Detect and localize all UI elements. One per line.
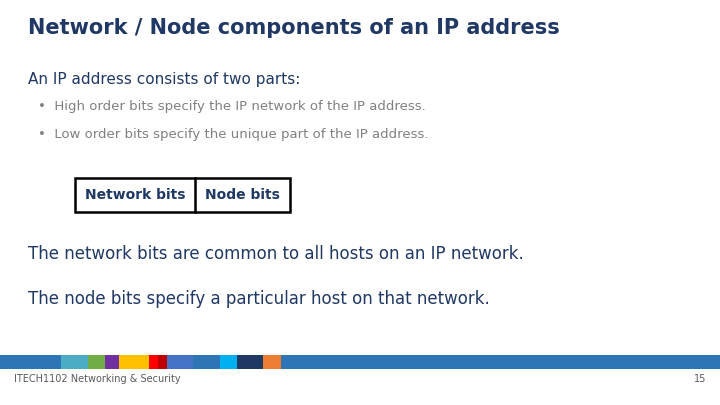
Bar bbox=[35, 355, 61, 369]
Bar bbox=[264, 355, 281, 369]
Text: An IP address consists of two parts:: An IP address consists of two parts: bbox=[28, 72, 300, 87]
Bar bbox=[88, 355, 105, 369]
Bar bbox=[0, 355, 35, 369]
Bar bbox=[237, 355, 264, 369]
Text: ITECH1102 Networking & Security: ITECH1102 Networking & Security bbox=[14, 374, 181, 384]
Text: 15: 15 bbox=[693, 374, 706, 384]
Bar bbox=[105, 355, 119, 369]
Bar bbox=[220, 355, 237, 369]
Text: The node bits specify a particular host on that network.: The node bits specify a particular host … bbox=[28, 290, 490, 308]
Text: •  Low order bits specify the unique part of the IP address.: • Low order bits specify the unique part… bbox=[38, 128, 428, 141]
Text: Node bits: Node bits bbox=[205, 188, 280, 202]
Bar bbox=[158, 355, 167, 369]
Text: Network / Node components of an IP address: Network / Node components of an IP addre… bbox=[28, 18, 559, 38]
Text: •  High order bits specify the IP network of the IP address.: • High order bits specify the IP network… bbox=[38, 100, 426, 113]
Bar bbox=[167, 355, 193, 369]
Bar bbox=[193, 355, 220, 369]
Text: Network bits: Network bits bbox=[85, 188, 185, 202]
Bar bbox=[119, 355, 149, 369]
Bar bbox=[75, 178, 290, 212]
Bar bbox=[281, 355, 720, 369]
Bar bbox=[149, 355, 158, 369]
Text: The network bits are common to all hosts on an IP network.: The network bits are common to all hosts… bbox=[28, 245, 523, 263]
Bar bbox=[61, 355, 88, 369]
